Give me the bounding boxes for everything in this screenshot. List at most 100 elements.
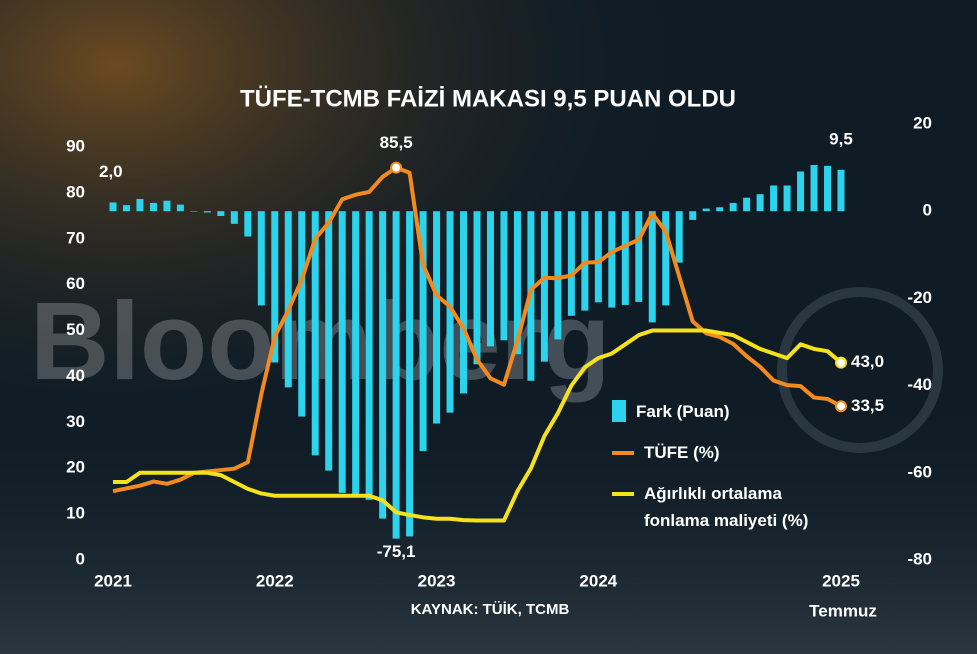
watermark: Bloomberg bbox=[30, 280, 611, 403]
y2-tick-label: -20 bbox=[907, 288, 932, 307]
bar bbox=[540, 211, 548, 362]
y2-tick-label: -40 bbox=[907, 375, 932, 394]
x-note: Temmuz bbox=[809, 601, 877, 620]
bar bbox=[176, 204, 184, 212]
bar bbox=[554, 211, 562, 340]
bar bbox=[567, 211, 575, 316]
data-label: -75,1 bbox=[377, 542, 416, 561]
chart-title: TÜFE-TCMB FAİZİ MAKASI 9,5 PUAN OLDU bbox=[240, 85, 736, 112]
legend-swatch bbox=[612, 451, 634, 455]
bar bbox=[203, 211, 211, 213]
bar bbox=[797, 171, 805, 212]
bar bbox=[594, 211, 602, 303]
bar bbox=[136, 198, 144, 212]
bar bbox=[271, 211, 279, 363]
y-tick-label: 30 bbox=[66, 412, 85, 431]
x-tick-label: 2021 bbox=[94, 571, 132, 590]
bar bbox=[743, 197, 751, 212]
bar bbox=[446, 211, 454, 413]
x-tick-label: 2025 bbox=[822, 571, 860, 590]
bar bbox=[662, 211, 670, 306]
y2-tick-label: 0 bbox=[923, 201, 932, 220]
bar bbox=[648, 211, 656, 323]
y-tick-label: 0 bbox=[76, 549, 85, 568]
bar bbox=[460, 211, 468, 394]
data-label: 9,5 bbox=[829, 129, 853, 148]
bar bbox=[392, 211, 400, 539]
legend-swatch bbox=[612, 492, 634, 496]
bar bbox=[365, 211, 373, 500]
bar bbox=[433, 211, 441, 424]
bar bbox=[770, 185, 778, 212]
x-tick-label: 2024 bbox=[579, 571, 617, 590]
y-tick-label: 10 bbox=[66, 504, 85, 523]
coin-decoration bbox=[777, 287, 943, 453]
bar bbox=[702, 208, 710, 212]
bar bbox=[486, 211, 494, 347]
bar bbox=[406, 211, 414, 537]
bar bbox=[689, 211, 697, 220]
bar bbox=[473, 211, 481, 365]
y2-tick-label: -80 bbox=[907, 549, 932, 568]
legend-item: Fark (Puan) bbox=[612, 398, 844, 425]
bar bbox=[716, 207, 724, 212]
data-label: 33,5 bbox=[851, 396, 884, 415]
bar bbox=[217, 211, 225, 216]
y-tick-label: 20 bbox=[66, 458, 85, 477]
line bbox=[113, 328, 843, 523]
legend-item: Ağırlıklı ortalama fonlama maliyeti (%) bbox=[612, 480, 844, 534]
y-tick-label: 80 bbox=[66, 182, 85, 201]
bar bbox=[109, 202, 117, 212]
legend-label: Ağırlıklı ortalama fonlama maliyeti (%) bbox=[644, 484, 809, 530]
source: KAYNAK: TÜİK, TCMB bbox=[411, 601, 570, 618]
bar bbox=[284, 211, 292, 388]
bar bbox=[729, 202, 737, 212]
point-marker bbox=[390, 161, 403, 174]
bar bbox=[608, 211, 616, 308]
bar bbox=[635, 211, 643, 302]
bar bbox=[783, 185, 791, 212]
y-tick-label: 70 bbox=[66, 228, 85, 247]
bar bbox=[675, 211, 683, 263]
bar bbox=[824, 165, 832, 212]
legend-label: Fark (Puan) bbox=[636, 402, 730, 421]
bar bbox=[837, 169, 845, 212]
bar bbox=[352, 211, 360, 498]
bar bbox=[244, 211, 252, 237]
background-floor bbox=[0, 380, 977, 654]
y-tick-label: 90 bbox=[66, 136, 85, 155]
line bbox=[112, 165, 842, 494]
bar bbox=[513, 211, 521, 355]
bar bbox=[500, 211, 508, 341]
x-tick-label: 2022 bbox=[256, 571, 294, 590]
legend-item: TÜFE (%) bbox=[612, 439, 844, 466]
point-marker bbox=[835, 400, 847, 413]
point-marker bbox=[835, 356, 847, 369]
y2-tick-label: 20 bbox=[913, 113, 932, 132]
y-tick-label: 50 bbox=[66, 320, 85, 339]
bar bbox=[325, 211, 333, 471]
bar bbox=[311, 211, 319, 456]
bar bbox=[122, 205, 130, 212]
legend: Fark (Puan) TÜFE (%) Ağırlıklı ortalama fo… bbox=[612, 398, 844, 548]
bar bbox=[338, 211, 346, 493]
y-tick-label: 60 bbox=[66, 274, 85, 293]
bar bbox=[419, 211, 427, 451]
x-tick-label: 2023 bbox=[418, 571, 456, 590]
data-label: 85,5 bbox=[380, 133, 413, 152]
bar bbox=[190, 211, 198, 212]
y-tick-label: 40 bbox=[66, 366, 85, 385]
bar bbox=[230, 211, 238, 224]
data-label: 43,0 bbox=[851, 352, 884, 371]
data-label: 2,0 bbox=[99, 162, 123, 181]
bar bbox=[756, 194, 764, 212]
y2-tick-label: -60 bbox=[907, 462, 932, 481]
bar bbox=[379, 211, 387, 519]
legend-label: TÜFE (%) bbox=[644, 443, 720, 462]
bar bbox=[257, 211, 265, 306]
legend-swatch bbox=[612, 400, 626, 422]
bar bbox=[298, 211, 306, 417]
bar bbox=[163, 200, 171, 212]
